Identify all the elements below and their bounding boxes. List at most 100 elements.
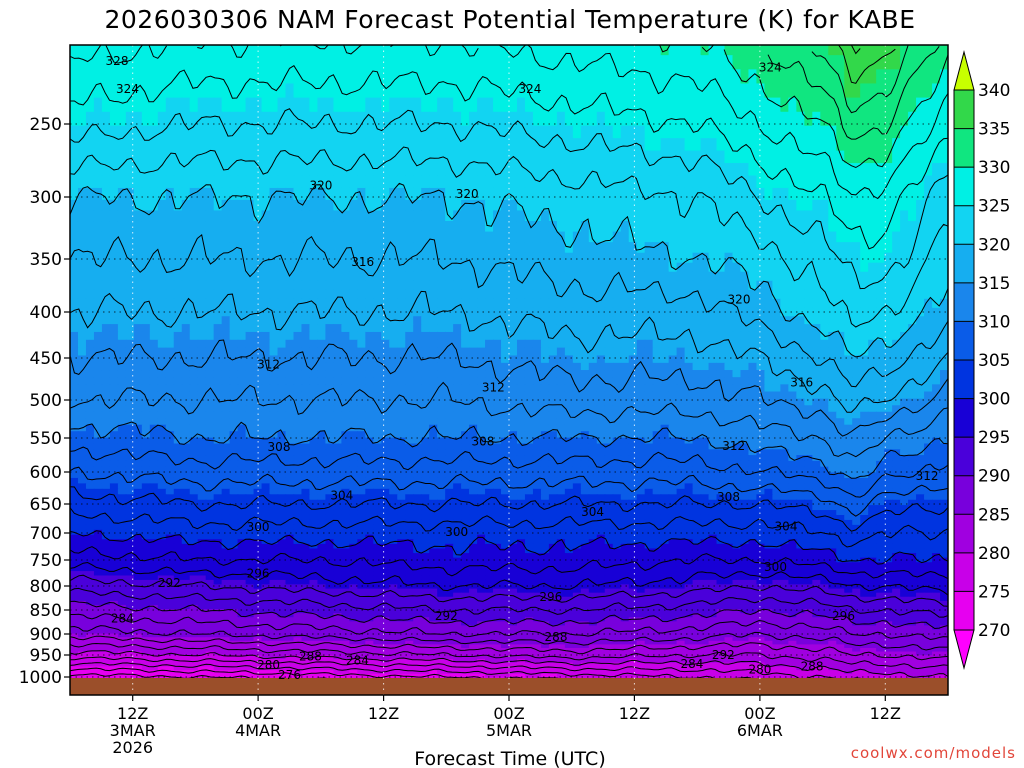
heatmap-cell [756,45,766,56]
heatmap-cell [309,280,319,291]
heatmap-cell [445,262,454,273]
heatmap-cell [277,347,287,357]
heatmap-cell [524,418,534,426]
heatmap-cell [341,324,350,333]
heatmap-cell [317,83,327,99]
heatmap-cell [349,449,358,456]
heatmap-cell [213,231,223,243]
heatmap-cell [748,69,758,85]
heatmap-cell [149,405,159,413]
heatmap-cell [908,298,917,309]
heatmap-cell [157,355,167,364]
heatmap-cell [229,411,239,419]
heatmap-cell [237,231,247,243]
heatmap-cell [668,187,678,201]
heatmap-cell [828,298,837,309]
heatmap-cell [389,262,398,273]
heatmap-cell [221,316,231,325]
heatmap-cell [149,55,159,70]
heatmap-cell [716,355,726,364]
heatmap-cell [772,69,781,85]
heatmap-cell [540,424,550,432]
heatmap-cell [229,418,239,426]
heatmap-cell [540,449,550,456]
heatmap-cell [109,221,119,233]
heatmap-cell [900,307,909,317]
heatmap-cell [309,221,319,233]
heatmap-cell [724,324,734,333]
heatmap-cell [261,83,271,99]
heatmap-cell [668,391,678,400]
heatmap-cell [908,138,917,152]
heatmap-cell [165,411,175,419]
heatmap-cell [237,221,247,233]
heatmap-cell [453,83,462,99]
heatmap-cell [652,97,662,113]
heatmap-cell [389,443,398,450]
heatmap-cell [101,138,111,152]
heatmap-cell [341,231,350,243]
heatmap-cell [133,280,143,291]
heatmap-cell [461,97,470,113]
heatmap-cell [389,437,398,445]
heatmap-cell [165,210,175,222]
heatmap-cell [421,370,430,378]
heatmap-cell [588,187,598,201]
heatmap-cell [197,431,207,439]
heatmap-cell [269,125,279,139]
heatmap-cell [221,455,231,462]
heatmap-cell [293,289,303,300]
heatmap-cell [708,150,718,164]
heatmap-cell [285,324,295,333]
heatmap-cell [301,138,311,152]
heatmap-cell [397,405,406,413]
heatmap-cell [165,324,175,333]
heatmap-cell [916,347,925,357]
heatmap-cell [469,199,478,212]
heatmap-cell [716,347,726,357]
heatmap-cell [612,449,622,456]
heatmap-cell [445,298,454,309]
heatmap-cell [429,163,438,177]
heatmap-cell [756,449,766,456]
heatmap-cell [349,362,358,371]
heatmap-cell [397,187,406,201]
heatmap-cell [317,175,327,189]
heatmap-cell [540,280,550,291]
heatmap-cell [301,307,311,317]
heatmap-cell [868,384,877,393]
heatmap-cell [173,347,183,357]
heatmap-cell [732,55,742,70]
heatmap-cell [636,271,646,282]
heatmap-cell [788,431,797,439]
heatmap-cell [429,405,438,413]
heatmap-cell [612,431,622,439]
heatmap-cell [309,370,319,378]
heatmap-cell [596,324,606,333]
heatmap-cell [109,384,119,393]
heatmap-cell [245,280,255,291]
heatmap-cell [796,125,805,139]
heatmap-cell [469,384,478,393]
heatmap-cell [381,331,390,341]
heatmap-cell [421,199,430,212]
heatmap-cell [924,449,933,456]
heatmap-cell [652,187,662,201]
heatmap-cell [860,163,869,177]
heatmap-cell [924,437,933,445]
heatmap-cell [317,221,327,233]
heatmap-cell [884,199,893,212]
heatmap-cell [285,175,295,189]
heatmap-cell [181,449,191,456]
heatmap-cell [333,271,342,282]
heatmap-cell [820,242,829,254]
heatmap-cell [141,370,151,378]
heatmap-cell [229,138,239,152]
heatmap-cell [916,307,925,317]
heatmap-cell [780,298,789,309]
heatmap-cell [261,377,271,385]
heatmap-cell [149,362,159,371]
heatmap-cell [485,362,494,371]
heatmap-cell [740,125,750,139]
heatmap-cell [788,418,797,426]
